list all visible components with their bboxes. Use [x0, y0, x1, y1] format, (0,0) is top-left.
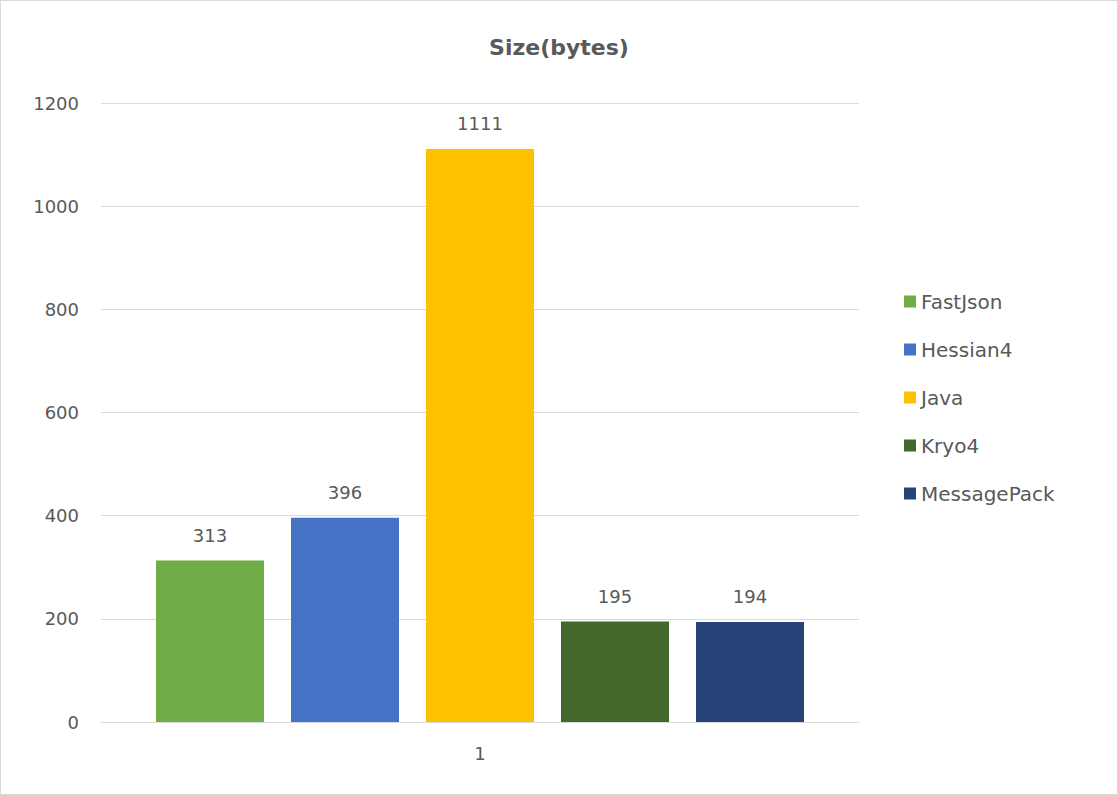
svg-text:Kryo4: Kryo4: [921, 434, 979, 458]
svg-text:313: 313: [193, 525, 227, 546]
svg-text:396: 396: [328, 482, 362, 503]
svg-text:600: 600: [45, 402, 79, 423]
svg-text:1111: 1111: [457, 113, 503, 134]
svg-text:1000: 1000: [33, 196, 79, 217]
svg-text:1: 1: [474, 743, 485, 764]
svg-text:800: 800: [45, 299, 79, 320]
svg-text:Hessian4: Hessian4: [921, 338, 1012, 362]
svg-text:200: 200: [45, 608, 79, 629]
svg-text:195: 195: [598, 586, 632, 607]
svg-text:194: 194: [733, 586, 767, 607]
svg-text:400: 400: [45, 505, 79, 526]
svg-text:0: 0: [68, 712, 79, 733]
svg-text:FastJson: FastJson: [921, 290, 1002, 314]
svg-text:MessagePack: MessagePack: [921, 482, 1055, 506]
svg-text:Size(bytes): Size(bytes): [489, 35, 629, 60]
svg-text:1200: 1200: [33, 93, 79, 114]
svg-text:Java: Java: [919, 386, 963, 410]
